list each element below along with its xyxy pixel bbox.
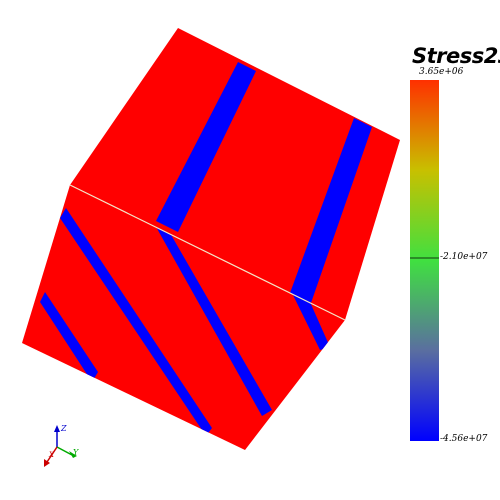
- top-face: [70, 28, 400, 320]
- y-axis-arrow-icon: [69, 451, 77, 458]
- colorbar-min-label: -4.56e+07: [440, 434, 488, 444]
- front-face: [22, 185, 345, 450]
- stripe-front-2: [60, 208, 212, 436]
- axis-label-x: X: [48, 451, 55, 459]
- colorbar: [410, 80, 439, 441]
- x-axis-arrow-icon: [44, 459, 50, 467]
- stripe-front-3: [155, 225, 272, 416]
- stripe-front-4: [292, 293, 330, 350]
- z-axis-arrow-icon: [54, 425, 60, 432]
- colorbar-max-label: 3.65e+06: [419, 67, 464, 77]
- orientation-axes: Z Y X: [44, 424, 79, 467]
- stripe-top-2: [290, 118, 372, 303]
- colorbar-mid-label: -2.10e+07: [440, 252, 488, 262]
- axis-label-y: Y: [73, 448, 79, 457]
- axis-label-z: Z: [60, 424, 67, 433]
- stripe-top-1: [156, 62, 256, 232]
- stripe-front-1: [40, 292, 98, 382]
- cube-edge: [69, 184, 346, 321]
